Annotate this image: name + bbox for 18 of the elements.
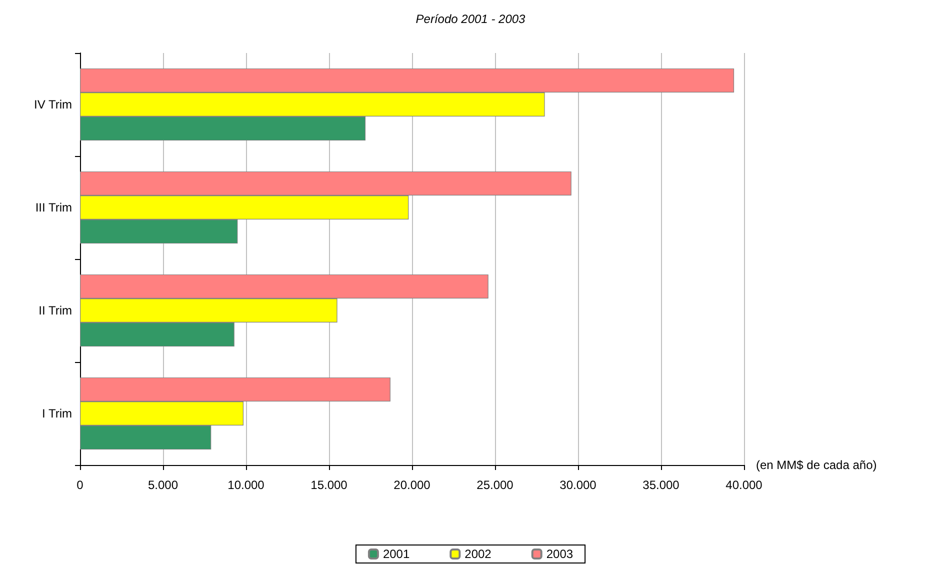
x-axis-title: (en MM$ de cada año)	[756, 458, 877, 472]
x-tick-label: 25.000	[476, 478, 514, 492]
x-tick-label: 35.000	[642, 478, 680, 492]
x-tick-label: 15.000	[310, 478, 348, 492]
y-tick-label: I Trim	[42, 406, 72, 420]
x-tick-label: 10.000	[228, 478, 265, 492]
y-tick-label: IV Trim	[34, 98, 72, 112]
x-tick-label: 20.000	[394, 478, 431, 492]
y-tick-label: III Trim	[35, 200, 72, 214]
chart-subtitle: Período 2001 - 2003	[416, 12, 526, 26]
legend-label: 2003	[546, 547, 574, 561]
x-tick-label: 40.000	[726, 478, 763, 492]
x-tick-label: 30.000	[560, 478, 597, 492]
y-tick-label: II Trim	[38, 304, 72, 318]
x-tick-label: 5.000	[148, 478, 178, 492]
legend-label: 2001	[382, 547, 410, 561]
x-tick-label: 0	[76, 478, 84, 492]
legend-label: 2002	[464, 547, 492, 561]
